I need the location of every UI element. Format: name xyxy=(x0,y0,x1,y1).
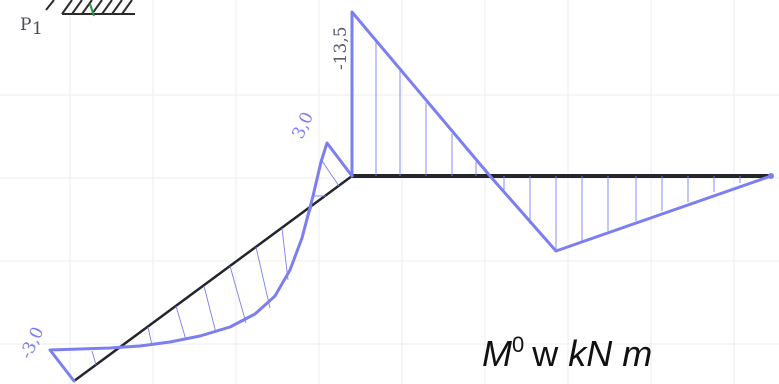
moment-right-curve xyxy=(350,10,773,253)
support-label-sub: 1 xyxy=(32,19,43,39)
peak-left-label: -3,0 xyxy=(16,324,48,362)
caption-symbol: M xyxy=(482,333,512,374)
moment-end-point xyxy=(768,173,774,179)
moment-left-curve xyxy=(48,141,354,383)
support-symbol: P 1 xyxy=(20,0,135,39)
moment-outline xyxy=(48,10,774,383)
moment-hatch xyxy=(91,42,741,366)
caption-unit-m: m xyxy=(622,333,652,374)
peak-mid-label: 3,0 xyxy=(288,109,318,142)
caption-word: w xyxy=(531,333,559,374)
peak-top-label: -13,5 xyxy=(331,26,351,70)
beam-axis xyxy=(72,174,773,383)
caption-superscript: 0 xyxy=(512,332,524,357)
support-label: P xyxy=(20,15,31,35)
caption-unit-kn: kN xyxy=(568,333,613,374)
diagram-caption: M0 w kN m xyxy=(482,332,652,374)
